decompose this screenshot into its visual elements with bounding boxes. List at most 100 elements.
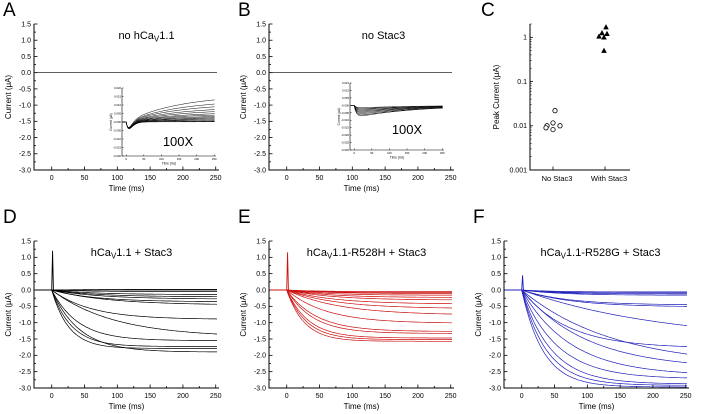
panel-e: E 1.5 1.0 0.5 0.0 -0.5 -1.0 -1.5 -2.0 -2.5 -3.0 0 5… bbox=[235, 207, 470, 414]
svg-text:hCaV1.1 + Stac3: hCaV1.1 + Stac3 bbox=[91, 247, 173, 261]
svg-text:Current (μA): Current (μA) bbox=[474, 292, 483, 337]
svg-text:250: 250 bbox=[210, 175, 222, 182]
svg-text:-1.5: -1.5 bbox=[489, 336, 501, 343]
svg-text:0.01: 0.01 bbox=[513, 123, 527, 130]
svg-text:250: 250 bbox=[210, 393, 222, 400]
svg-text:-1.0: -1.0 bbox=[254, 103, 266, 110]
svg-text:-1.0: -1.0 bbox=[489, 320, 501, 327]
svg-text:-2.5: -2.5 bbox=[254, 151, 266, 158]
panel-d: D 1.5 1.0 0.5 0.0 -0.5 -1.0 -1.5 -2.0 -2.5 -3.0 0 5… bbox=[0, 207, 235, 414]
svg-text:1.5: 1.5 bbox=[256, 238, 266, 245]
panel-a-letter: A bbox=[3, 0, 16, 21]
svg-text:0: 0 bbox=[125, 157, 127, 161]
svg-text:0: 0 bbox=[50, 393, 54, 400]
svg-text:hCaV1.1-R528G + Stac3: hCaV1.1-R528G + Stac3 bbox=[540, 247, 660, 261]
svg-text:0.0: 0.0 bbox=[21, 70, 31, 77]
svg-text:-2.0: -2.0 bbox=[254, 353, 266, 360]
svg-text:Current (μA): Current (μA) bbox=[4, 75, 13, 120]
svg-text:150: 150 bbox=[405, 151, 410, 155]
panel-c: C 0.001 0.01 0.1 1 Peak Current (μA) No Stac3… bbox=[470, 0, 701, 207]
svg-text:100: 100 bbox=[387, 151, 392, 155]
svg-text:-3.0: -3.0 bbox=[19, 385, 31, 392]
panel-f-chart: 1.5 1.0 0.5 0.0 -0.5 -1.0 -1.5 -2.0 -2.5 -3.0 0 50 1… bbox=[474, 238, 692, 411]
svg-text:200: 200 bbox=[177, 175, 189, 182]
svg-text:50: 50 bbox=[142, 157, 146, 161]
svg-text:-1.0: -1.0 bbox=[19, 103, 31, 110]
svg-text:-0.005: -0.005 bbox=[341, 111, 349, 115]
svg-text:50: 50 bbox=[551, 393, 559, 400]
svg-text:-2.0: -2.0 bbox=[489, 353, 501, 360]
svg-text:-0.000: -0.000 bbox=[341, 103, 349, 107]
svg-text:200: 200 bbox=[647, 393, 659, 400]
svg-text:1.5: 1.5 bbox=[491, 238, 501, 245]
svg-text:-2.5: -2.5 bbox=[489, 369, 501, 376]
svg-text:Current (μA): Current (μA) bbox=[337, 108, 341, 126]
svg-text:0.010: 0.010 bbox=[342, 88, 349, 92]
svg-text:no hCaV1.1: no hCaV1.1 bbox=[118, 30, 174, 44]
svg-text:Time (ms): Time (ms) bbox=[162, 162, 176, 166]
svg-text:200: 200 bbox=[194, 157, 199, 161]
panel-d-chart: 1.5 1.0 0.5 0.0 -0.5 -1.0 -1.5 -2.0 -2.5 -3.0 0 50 1… bbox=[4, 238, 222, 411]
svg-text:-2.5: -2.5 bbox=[19, 369, 31, 376]
svg-text:-3.0: -3.0 bbox=[254, 167, 266, 174]
svg-text:Current (μA): Current (μA) bbox=[4, 292, 13, 337]
svg-text:1.0: 1.0 bbox=[256, 38, 266, 45]
svg-text:50: 50 bbox=[316, 175, 324, 182]
svg-text:-2.0: -2.0 bbox=[254, 135, 266, 142]
svg-text:100: 100 bbox=[159, 157, 164, 161]
panel-f-letter: F bbox=[473, 207, 485, 228]
svg-text:-0.015: -0.015 bbox=[113, 146, 121, 150]
svg-text:Current (μA): Current (μA) bbox=[239, 75, 248, 120]
svg-text:50: 50 bbox=[370, 151, 374, 155]
svg-text:1.0: 1.0 bbox=[21, 38, 31, 45]
svg-text:-3.0: -3.0 bbox=[489, 385, 501, 392]
panel-f: F 1.5 1.0 0.5 0.0 -0.5 -1.0 -1.5 -2.0 -2.5 -3.0 0 5… bbox=[470, 207, 701, 414]
svg-text:100: 100 bbox=[111, 175, 123, 182]
svg-text:150: 150 bbox=[144, 175, 156, 182]
svg-text:0.0: 0.0 bbox=[491, 287, 501, 294]
svg-text:-0.5: -0.5 bbox=[19, 86, 31, 93]
svg-text:100X: 100X bbox=[392, 122, 423, 137]
svg-text:-0.010: -0.010 bbox=[113, 137, 121, 141]
svg-text:1.0: 1.0 bbox=[21, 255, 31, 262]
svg-text:250: 250 bbox=[212, 157, 217, 161]
svg-text:100: 100 bbox=[111, 393, 123, 400]
svg-text:-1.5: -1.5 bbox=[19, 336, 31, 343]
svg-text:200: 200 bbox=[412, 175, 424, 182]
svg-text:0.5: 0.5 bbox=[21, 271, 31, 278]
svg-text:-0.5: -0.5 bbox=[254, 86, 266, 93]
svg-text:0: 0 bbox=[353, 151, 355, 155]
svg-text:-0.025: -0.025 bbox=[341, 141, 349, 145]
svg-text:-0.5: -0.5 bbox=[254, 304, 266, 311]
svg-text:hCaV1.1-R528H + Stac3: hCaV1.1-R528H + Stac3 bbox=[307, 247, 426, 261]
svg-text:0.5: 0.5 bbox=[21, 54, 31, 61]
svg-text:150: 150 bbox=[614, 393, 626, 400]
svg-text:Time (ms): Time (ms) bbox=[344, 184, 380, 193]
svg-text:0.0: 0.0 bbox=[21, 287, 31, 294]
svg-text:0.010: 0.010 bbox=[114, 103, 121, 107]
svg-text:200: 200 bbox=[422, 151, 427, 155]
svg-text:-0.020: -0.020 bbox=[113, 154, 121, 158]
svg-text:150: 150 bbox=[379, 175, 391, 182]
svg-text:0.5: 0.5 bbox=[256, 271, 266, 278]
svg-text:0: 0 bbox=[520, 393, 524, 400]
svg-text:0.0: 0.0 bbox=[256, 70, 266, 77]
svg-text:-1.5: -1.5 bbox=[254, 119, 266, 126]
svg-text:-1.5: -1.5 bbox=[254, 336, 266, 343]
svg-text:-1.0: -1.0 bbox=[254, 320, 266, 327]
svg-text:0.020: 0.020 bbox=[114, 86, 121, 90]
svg-text:-0.020: -0.020 bbox=[341, 133, 349, 137]
svg-text:Current (μA): Current (μA) bbox=[239, 292, 248, 337]
svg-text:100: 100 bbox=[346, 175, 358, 182]
panel-b: B 1.5 1.0 0.5 0.0 -0.5 -1.0 -1.5 -2.0 -2.5 -3.0 0 5… bbox=[235, 0, 470, 207]
svg-text:No Stac3: No Stac3 bbox=[542, 174, 573, 183]
svg-text:0: 0 bbox=[285, 175, 289, 182]
svg-text:With Stac3: With Stac3 bbox=[591, 174, 627, 183]
svg-text:200: 200 bbox=[412, 393, 424, 400]
svg-text:-0.010: -0.010 bbox=[341, 118, 349, 122]
svg-text:250: 250 bbox=[440, 151, 445, 155]
svg-text:Peak Current (μA): Peak Current (μA) bbox=[492, 64, 501, 129]
svg-text:Time (ms): Time (ms) bbox=[390, 156, 404, 160]
panel-b-chart: 1.5 1.0 0.5 0.0 -0.5 -1.0 -1.5 -2.0 -2.5 -3.0 0 50 1… bbox=[239, 21, 457, 193]
